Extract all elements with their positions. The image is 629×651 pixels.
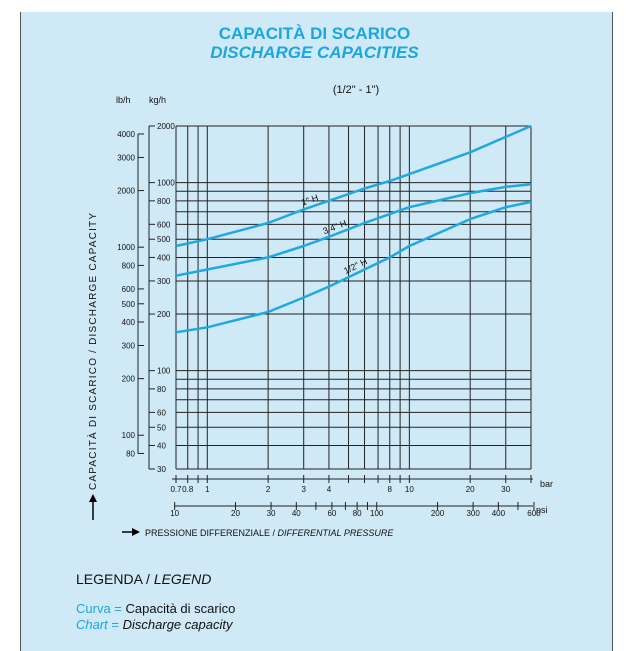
legend-row-chart: Chart = Discharge capacity bbox=[76, 617, 232, 632]
x-axis-label-it: PRESSIONE DIFFERENZIALE bbox=[145, 528, 270, 538]
bar-tick-label: 0.8 bbox=[182, 485, 194, 494]
lbh-tick-label: 800 bbox=[122, 261, 136, 270]
lbh-tick-label: 2000 bbox=[117, 187, 135, 196]
psi-tick-label: 300 bbox=[466, 509, 480, 518]
x-axis-label-en: DIFFERENTIAL PRESSURE bbox=[278, 528, 395, 538]
bar-tick-label: 2 bbox=[266, 485, 271, 494]
kgh-tick-label: 1000 bbox=[157, 179, 175, 188]
discharge-capacity-chart: 30 40 50 60 80 100 200 300 400 500 600 800 1000 2000 8… bbox=[86, 84, 553, 538]
kgh-tick-label: 300 bbox=[157, 277, 171, 286]
series-line bbox=[175, 124, 532, 248]
bar-tick-label: 10 bbox=[405, 485, 414, 494]
y-unit-kgh: kg/h bbox=[149, 95, 166, 105]
x-axis-label: PRESSIONE DIFFERENZIALE / DIFFERENTIAL P… bbox=[145, 528, 394, 538]
psi-tick-label: 80 bbox=[353, 509, 362, 518]
bar-tick-label: 3 bbox=[301, 485, 306, 494]
bar-tick-label: 0.7 bbox=[170, 485, 182, 494]
kgh-tick-label: 200 bbox=[157, 310, 171, 319]
chart-title: CAPACITÀ DI SCARICO bbox=[218, 24, 411, 43]
lbh-tick-label: 1000 bbox=[117, 243, 135, 252]
psi-tick-label: 200 bbox=[431, 509, 445, 518]
lbh-tick-label: 600 bbox=[122, 285, 136, 294]
chart-panel bbox=[20, 12, 613, 651]
kgh-tick-label: 100 bbox=[157, 367, 171, 376]
psi-tick-label: 400 bbox=[492, 509, 506, 518]
psi-tick-label: 40 bbox=[292, 509, 301, 518]
lbh-tick-label: 100 bbox=[122, 431, 136, 440]
legend-value-chart: Discharge capacity bbox=[122, 617, 233, 632]
kgh-tick-label: 600 bbox=[157, 220, 171, 229]
legend-eq-chart: = bbox=[107, 617, 123, 632]
kgh-tick-label: 2000 bbox=[157, 122, 175, 131]
psi-tick-label: 60 bbox=[327, 509, 336, 518]
bar-tick-label: 30 bbox=[501, 485, 510, 494]
legend-value-curva: Capacità di scarico bbox=[125, 601, 236, 616]
psi-tick-label: 30 bbox=[267, 509, 276, 518]
bar-tick-label: 4 bbox=[327, 485, 332, 494]
x-axis-arrow-head bbox=[132, 528, 140, 536]
psi-tick-label: 100 bbox=[370, 509, 384, 518]
lbh-tick-label: 500 bbox=[122, 300, 136, 309]
series-line bbox=[175, 183, 532, 277]
lbh-tick-label: 3000 bbox=[117, 153, 135, 162]
kgh-tick-label: 80 bbox=[157, 385, 166, 394]
legend-title: LEGENDA / LEGEND bbox=[76, 571, 211, 587]
series-line bbox=[175, 200, 532, 334]
lbh-tick-label: 300 bbox=[122, 342, 136, 351]
kgh-tick-label: 800 bbox=[157, 197, 171, 206]
legend-eq-curva: = bbox=[110, 601, 126, 616]
lbh-tick-label: 4000 bbox=[117, 130, 135, 139]
y-unit-lbh: lb/h bbox=[116, 95, 131, 105]
kgh-tick-label: 60 bbox=[157, 408, 166, 417]
x-unit-psi: psi bbox=[536, 505, 548, 515]
x-axis-label-sep: / bbox=[270, 528, 278, 538]
y-axis-label: CAPACITÀ DI SCARICO / DISCHARGE CAPACITY bbox=[86, 212, 99, 490]
legend-title-sep: / bbox=[142, 571, 154, 587]
x-unit-bar: bar bbox=[540, 479, 553, 489]
kgh-tick-label: 30 bbox=[157, 465, 166, 474]
bar-tick-label: 8 bbox=[388, 485, 393, 494]
kgh-tick-label: 500 bbox=[157, 235, 171, 244]
size-range-label: (1/2" - 1") bbox=[333, 84, 379, 96]
legend-title-it: LEGENDA bbox=[76, 571, 143, 587]
psi-tick-label: 20 bbox=[231, 509, 240, 518]
y-axis-arrow-head bbox=[89, 494, 97, 502]
legend-row-curva: Curva = Capacità di scarico bbox=[76, 601, 235, 616]
legend-key-chart: Chart bbox=[76, 617, 108, 632]
kgh-tick-label: 400 bbox=[157, 253, 171, 262]
legend-title-en: LEGEND bbox=[153, 571, 212, 587]
legend-key-curva: Curva bbox=[76, 601, 111, 616]
psi-tick-label: 10 bbox=[170, 509, 179, 518]
lbh-tick-label: 400 bbox=[122, 318, 136, 327]
chart-subtitle: DISCHARGE CAPACITIES bbox=[210, 43, 419, 62]
kgh-tick-label: 50 bbox=[157, 423, 166, 432]
psi-tick-label: 600 bbox=[527, 509, 541, 518]
bar-tick-label: 20 bbox=[466, 485, 475, 494]
bar-tick-label: 1 bbox=[205, 485, 210, 494]
kgh-tick-label: 40 bbox=[157, 442, 166, 451]
lbh-tick-label: 80 bbox=[126, 449, 135, 458]
lbh-tick-label: 200 bbox=[122, 375, 136, 384]
